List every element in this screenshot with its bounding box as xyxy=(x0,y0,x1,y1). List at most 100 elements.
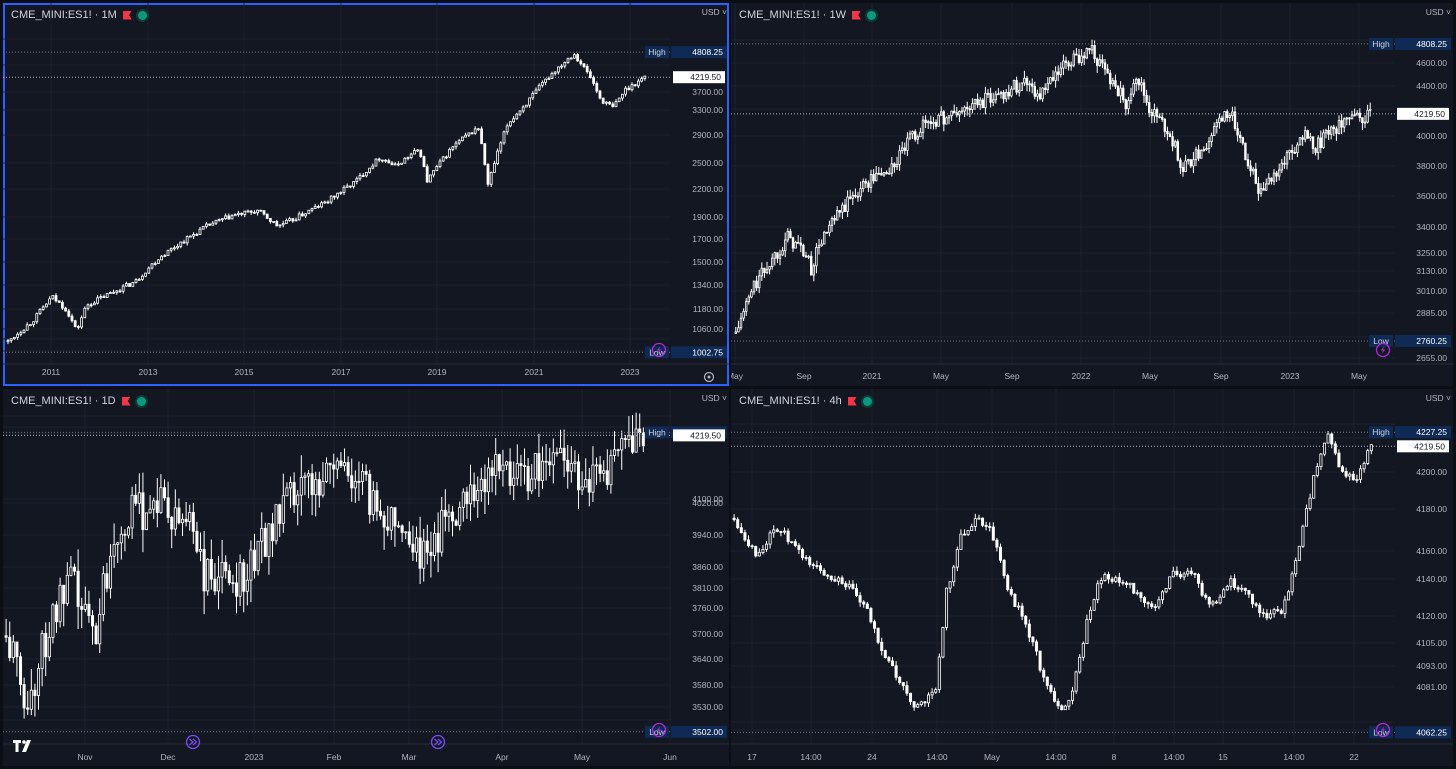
candle-body xyxy=(380,159,384,162)
price-tick-label: 4105.00 xyxy=(1416,638,1447,648)
lightning-icon[interactable] xyxy=(651,722,667,738)
settings-gear-icon[interactable] xyxy=(703,371,715,383)
flag-icon[interactable] xyxy=(121,396,131,406)
flag-icon[interactable] xyxy=(122,10,132,20)
candle-body xyxy=(41,306,45,310)
fast-forward-icon[interactable] xyxy=(185,734,201,750)
candle-body xyxy=(371,490,375,515)
candle-body xyxy=(934,689,938,693)
candle-body xyxy=(451,146,455,150)
flag-icon[interactable] xyxy=(847,396,857,406)
time-axis[interactable]: Nov Dec 2023 Feb Mar Apr May Jun xyxy=(77,752,677,762)
price-axis[interactable]: 4200.004100.004020.003940.003860.003810.… xyxy=(692,429,723,735)
candle-body xyxy=(1127,100,1130,110)
symbol-legend[interactable]: CME_MINI:ES1! · 4h xyxy=(739,393,872,409)
symbol-legend[interactable]: CME_MINI:ES1! · 1M xyxy=(11,7,147,23)
chart-svg[interactable]: 4200.00 4180.00 4160.00 4140.00 4120.00 4105.… xyxy=(731,389,1453,766)
candle-body xyxy=(422,540,426,569)
candle-body xyxy=(1108,72,1112,85)
currency-label: USD xyxy=(701,393,720,403)
lightning-icon[interactable] xyxy=(1375,342,1391,358)
price-axis[interactable]: 3700.00 3300.00 2900.00 2500.00 2200.00 1900.… xyxy=(692,87,723,356)
candle-body xyxy=(384,159,387,162)
pane-daily[interactable]: CME_MINI:ES1! · 1D USD ˅ 4200.004100.004… xyxy=(3,389,729,766)
candle-body xyxy=(984,92,987,109)
candle-body xyxy=(137,492,141,504)
candle-body xyxy=(291,218,295,222)
currency-selector[interactable]: USD ˅ xyxy=(1425,393,1451,403)
candle-body xyxy=(404,531,408,534)
candle-body xyxy=(858,595,862,603)
candle-body xyxy=(1015,80,1018,93)
chart-svg[interactable]: 4200.004100.004020.003940.003860.003810.… xyxy=(3,389,729,766)
candle-body xyxy=(1298,137,1302,146)
candle-body xyxy=(490,467,494,476)
flag-icon[interactable] xyxy=(851,10,861,20)
candle-body xyxy=(473,128,477,134)
candle-body xyxy=(833,217,836,221)
candle-body xyxy=(1046,82,1050,91)
candle-body xyxy=(1142,597,1147,604)
candle-body xyxy=(1137,78,1141,86)
lightning-icon[interactable] xyxy=(651,342,667,358)
chart-svg[interactable]: 3700.00 3300.00 2900.00 2500.00 2200.00 1900.… xyxy=(3,3,729,386)
candle-body xyxy=(134,494,138,504)
currency-selector[interactable]: USD ˅ xyxy=(701,393,727,403)
time-axis[interactable]: 2011 2013 2015 2017 2019 2021 2023 xyxy=(42,367,640,377)
time-axis[interactable]: May Sep 2021 May Sep 2022 May Sep 2023 May xyxy=(731,371,1368,381)
candle-body xyxy=(1362,463,1366,470)
high-badge: High 4808.25 xyxy=(1369,37,1451,50)
candle-body xyxy=(121,285,125,292)
candle-body xyxy=(544,460,548,463)
candle-body xyxy=(134,279,138,283)
pane-monthly[interactable]: CME_MINI:ES1! · 1M USD ˅ 3700.00 3300.00 2… xyxy=(3,3,729,386)
candle-body xyxy=(51,295,55,300)
candle-body xyxy=(580,486,584,491)
symbol-label[interactable]: CME_MINI:ES1! · 1M xyxy=(11,9,117,21)
candle-body xyxy=(1326,433,1330,444)
candle-body xyxy=(1132,582,1136,594)
symbol-label[interactable]: CME_MINI:ES1! · 1D xyxy=(11,395,116,407)
candle-body xyxy=(530,478,534,492)
candle-body xyxy=(978,99,982,106)
candle-body xyxy=(776,252,779,259)
time-tick-label: May xyxy=(1142,371,1159,381)
candle-body xyxy=(296,494,300,506)
time-axis[interactable]: 17 14:00 24 14:00 May 14:00 8 14:00 15 14:00 22 xyxy=(747,752,1359,762)
price-axis[interactable]: 4600.00 4400.00 4000.00 3800.00 3600.00 3400.… xyxy=(1416,58,1447,363)
candle-body xyxy=(932,121,935,124)
lightning-icon[interactable] xyxy=(1375,722,1391,738)
candle-body xyxy=(960,110,964,113)
symbol-label[interactable]: CME_MINI:ES1! · 1W xyxy=(739,9,846,21)
candle-body xyxy=(160,255,163,261)
candle-body xyxy=(252,549,257,572)
time-tick-label: 2023 xyxy=(621,367,640,377)
candle-body xyxy=(76,570,80,607)
candle-body xyxy=(1168,576,1172,589)
candle-body xyxy=(265,213,269,219)
symbol-label[interactable]: CME_MINI:ES1! · 4h xyxy=(739,395,842,407)
pane-4h[interactable]: CME_MINI:ES1! · 4h USD ˅ 4200.00 4180.00 4… xyxy=(731,389,1453,766)
price-axis[interactable]: 4200.00 4180.00 4160.00 4140.00 4120.00 4105.… xyxy=(1416,467,1447,735)
currency-selector[interactable]: USD ˅ xyxy=(701,7,727,17)
time-tick-label: 2021 xyxy=(863,371,882,381)
candle-body xyxy=(812,265,816,276)
candle-body xyxy=(913,131,917,140)
candle-body xyxy=(1193,573,1197,575)
candle-body xyxy=(355,178,359,182)
price-tick-label: 3250.00 xyxy=(1416,248,1447,258)
fast-forward-icon[interactable] xyxy=(430,734,446,750)
candle-body xyxy=(272,221,275,223)
candle-body xyxy=(28,324,32,327)
candle-body xyxy=(941,627,945,658)
candle-body xyxy=(880,172,883,176)
symbol-legend[interactable]: CME_MINI:ES1! · 1D xyxy=(11,393,146,409)
currency-selector[interactable]: USD ˅ xyxy=(1425,7,1451,17)
chart-svg[interactable]: 4600.00 4400.00 4000.00 3800.00 3600.00 3400.… xyxy=(731,3,1453,386)
symbol-legend[interactable]: CME_MINI:ES1! · 1W xyxy=(739,7,876,23)
pane-weekly[interactable]: CME_MINI:ES1! · 1W USD ˅ 4600.00 4400.00 4… xyxy=(731,3,1453,386)
candle-body xyxy=(601,97,605,104)
candle-body xyxy=(1265,183,1268,191)
candle-body xyxy=(240,212,243,215)
candle-body xyxy=(905,685,909,694)
